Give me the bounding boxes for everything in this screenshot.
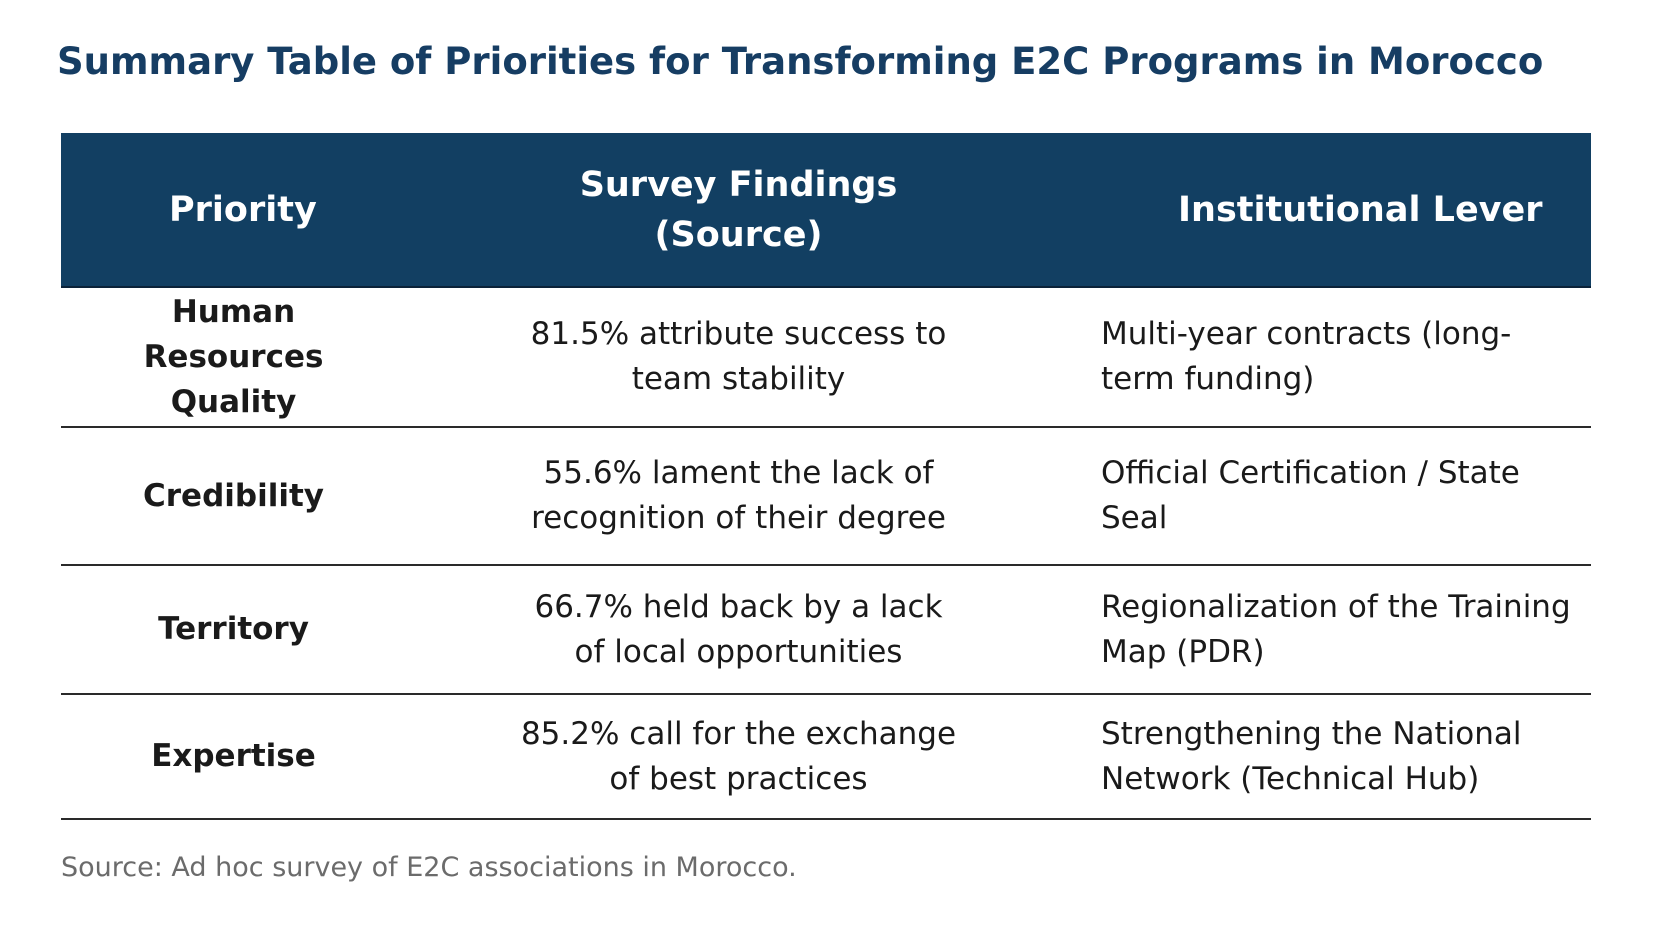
priorities-table: Priority Survey Findings (Source) Instit…	[61, 133, 1591, 820]
column-header-survey-findings: Survey Findings (Source)	[406, 133, 1071, 288]
lever-text: Regionalization of the Training Map (PDR…	[1101, 588, 1571, 670]
finding-text: 55.6% lament the lack of recognition of …	[531, 455, 946, 536]
priority-text: Credibility	[143, 477, 324, 514]
priority-cell: Expertise	[61, 694, 406, 820]
column-header-institutional-lever: Institutional Lever	[1071, 133, 1591, 288]
lever-text: Official Certification / State Seal	[1101, 455, 1520, 536]
source-note: Source: Ad hoc survey of E2C association…	[61, 852, 797, 883]
column-header-survey-findings-line1: Survey Findings	[579, 164, 898, 205]
priority-text: Expertise	[151, 738, 316, 774]
priority-cell: Human Resources Quality	[61, 287, 406, 428]
table-row: Human Resources Quality 81.5% attribute …	[61, 287, 1591, 428]
finding-cell: 66.7% held back by a lack of local oppor…	[406, 565, 1071, 695]
table-row: Credibility 55.6% lament the lack of rec…	[61, 427, 1591, 566]
priority-cell: Credibility	[61, 427, 406, 566]
priority-text: Human Resources Quality	[143, 293, 324, 420]
lever-text: Multi-year contracts (long-term funding)	[1101, 316, 1512, 397]
priority-cell: Territory	[61, 565, 406, 695]
table-header: Priority Survey Findings (Source) Instit…	[61, 133, 1591, 288]
table-body: Human Resources Quality 81.5% attribute …	[61, 287, 1591, 820]
table-header-row: Priority Survey Findings (Source) Instit…	[61, 133, 1591, 288]
lever-cell: Regionalization of the Training Map (PDR…	[1071, 565, 1591, 695]
lever-cell: Multi-year contracts (long-term funding)	[1071, 287, 1591, 428]
lever-cell: Strengthening the National Network (Tech…	[1071, 694, 1591, 820]
finding-text: 66.7% held back by a lack of local oppor…	[534, 588, 943, 670]
finding-cell: 55.6% lament the lack of recognition of …	[406, 427, 1071, 566]
column-header-priority: Priority	[61, 133, 406, 288]
lever-text: Strengthening the National Network (Tech…	[1101, 715, 1522, 797]
lever-cell: Official Certification / State Seal	[1071, 427, 1591, 566]
finding-cell: 85.2% call for the exchange of best prac…	[406, 694, 1071, 820]
finding-cell: 81.5% attribute success to team stabilit…	[406, 287, 1071, 428]
column-header-survey-findings-line2: (Source)	[654, 214, 823, 255]
table-row: Expertise 85.2% call for the exchange of…	[61, 694, 1591, 820]
priority-text: Territory	[158, 611, 309, 647]
finding-text: 85.2% call for the exchange of best prac…	[520, 715, 957, 797]
page-title: Summary Table of Priorities for Transfor…	[57, 40, 1544, 83]
table-row: Territory 66.7% held back by a lack of l…	[61, 565, 1591, 695]
finding-text: 81.5% attribute success to team stabilit…	[530, 316, 947, 397]
